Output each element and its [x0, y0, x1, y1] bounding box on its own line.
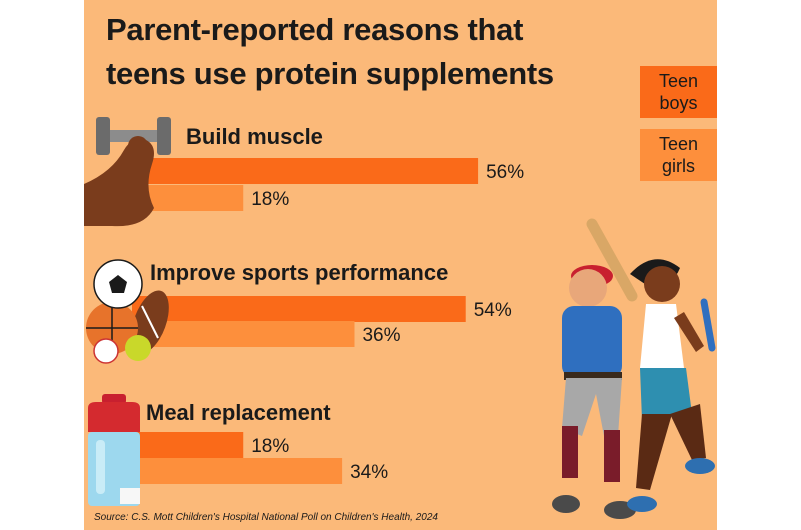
bar-teen-boys-2 — [132, 296, 466, 322]
data-label-teen-boys-1: 56% — [486, 162, 524, 183]
bar-chart: 56% 54% 18% 18% 36% 34% — [132, 158, 524, 484]
infographic-panel: Parent-reported reasons that teens use p… — [84, 0, 717, 530]
bar-teen-boys-1 — [132, 158, 479, 184]
legend-teen-boys: Teen boys — [640, 66, 717, 118]
source-note: Source: C.S. Mott Children's Hospital Na… — [94, 512, 438, 523]
category-label-build-muscle: Build muscle — [186, 124, 323, 149]
bar-teen-boys-3 — [132, 432, 244, 458]
data-label-teen-girls-1: 18% — [251, 189, 289, 210]
bar-teen-girls-3 — [132, 458, 343, 484]
chart-title-line-2: teens use protein supplements — [106, 56, 554, 91]
data-label-teen-boys-3: 18% — [251, 436, 289, 457]
data-label-teen-girls-3: 34% — [350, 462, 388, 483]
category-label-meal-replacement: Meal replacement — [146, 400, 331, 425]
chart-title-line-1: Parent-reported reasons that — [106, 12, 524, 47]
data-label-teen-boys-2: 54% — [474, 300, 512, 321]
legend-teen-girls-line1: Teen — [658, 134, 699, 154]
dumbbell-flexed-arm-icon — [84, 117, 171, 227]
data-label-teen-girls-2: 36% — [362, 325, 400, 346]
bar-teen-girls-2 — [132, 321, 355, 347]
legend-teen-boys-line1: Teen — [658, 71, 699, 91]
shaker-bottle-icon — [88, 394, 140, 506]
legend-teen-girls-line2: girls — [661, 156, 695, 176]
legend-teen-boys-line2: boys — [659, 93, 698, 113]
sports-balls-icon — [86, 259, 169, 364]
teen-athletes-illustration — [552, 218, 716, 519]
category-label-improve-sports-performance: Improve sports performance — [150, 260, 449, 285]
legend-teen-girls: Teen girls — [640, 129, 717, 181]
